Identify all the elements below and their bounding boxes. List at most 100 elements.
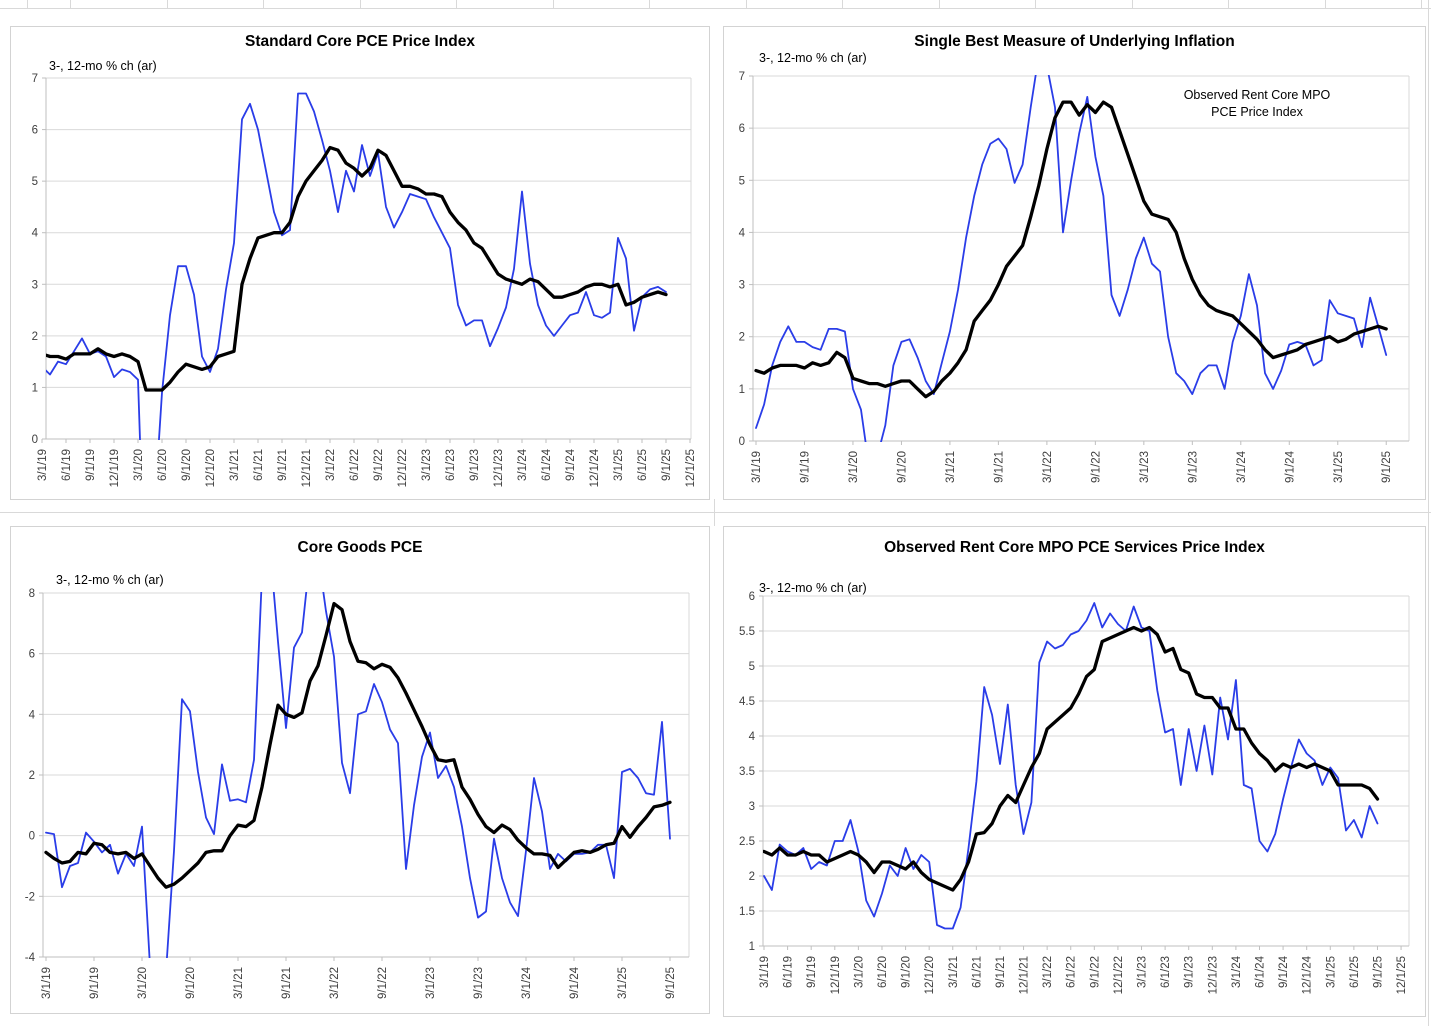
series-annotation-line2: PCE Price Index: [1211, 105, 1303, 119]
svg-text:6/1/24: 6/1/24: [1254, 955, 1266, 988]
spreadsheet-column-separator: [27, 0, 28, 8]
svg-text:9/1/20: 9/1/20: [896, 451, 908, 483]
spreadsheet-column-separator: [939, 0, 940, 8]
svg-text:2: 2: [739, 332, 745, 344]
svg-text:7: 7: [32, 73, 38, 85]
svg-text:9/1/25: 9/1/25: [1372, 956, 1384, 988]
svg-text:3/1/23: 3/1/23: [1137, 956, 1149, 988]
svg-text:12/1/19: 12/1/19: [830, 956, 842, 994]
svg-text:9/1/20: 9/1/20: [901, 956, 913, 988]
svg-text:2: 2: [29, 770, 35, 782]
svg-text:6/1/23: 6/1/23: [445, 449, 457, 481]
svg-text:6: 6: [739, 123, 745, 135]
svg-text:9/1/23: 9/1/23: [1184, 956, 1196, 988]
svg-text:3/1/20: 3/1/20: [133, 449, 145, 481]
svg-text:3: 3: [749, 801, 755, 813]
svg-text:4: 4: [739, 227, 746, 239]
svg-text:9/1/19: 9/1/19: [799, 451, 811, 483]
spreadsheet-column-separator: [553, 0, 554, 8]
svg-text:1: 1: [739, 384, 745, 396]
observed-rent-core-mpo-services-plot: 1 1.5 2 2.5 3 3.5 4 4.5 5 5.5 6 3/1/19 6/1/19 9/1/19 1…: [739, 591, 1410, 994]
svg-text:12/1/23: 12/1/23: [1207, 956, 1219, 994]
svg-text:-4: -4: [25, 952, 36, 964]
svg-text:9/1/19: 9/1/19: [85, 449, 97, 481]
svg-text:3/1/21: 3/1/21: [233, 967, 245, 999]
svg-text:1: 1: [749, 941, 755, 953]
svg-text:6: 6: [32, 125, 38, 137]
spreadsheet-column-separator: [649, 0, 650, 8]
svg-text:12/1/25: 12/1/25: [685, 449, 697, 487]
svg-text:9/1/22: 9/1/22: [377, 967, 389, 999]
spreadsheet-gridline-horizontal: [0, 512, 1431, 513]
svg-text:3/1/21: 3/1/21: [945, 451, 957, 483]
svg-text:12/1/25: 12/1/25: [1396, 956, 1408, 994]
svg-text:6: 6: [749, 591, 755, 603]
chart-panel-core-goods-pce: Core Goods PCE 3-, 12-mo % ch (ar) -4 -2 0…: [10, 526, 710, 1014]
svg-text:9/1/23: 9/1/23: [473, 967, 485, 999]
svg-text:9/1/24: 9/1/24: [1284, 450, 1296, 483]
svg-text:3/1/22: 3/1/22: [325, 449, 337, 481]
spreadsheet-column-separator: [1035, 0, 1036, 8]
svg-text:12/1/24: 12/1/24: [1302, 955, 1314, 994]
svg-text:3/1/24: 3/1/24: [1236, 450, 1248, 483]
svg-text:4: 4: [32, 228, 39, 240]
svg-text:9/1/19: 9/1/19: [806, 956, 818, 988]
svg-text:6/1/22: 6/1/22: [1066, 956, 1078, 988]
svg-text:6: 6: [29, 649, 35, 661]
svg-text:6/1/25: 6/1/25: [637, 449, 649, 481]
svg-text:0: 0: [29, 831, 35, 843]
spreadsheet-column-separator: [1132, 0, 1133, 8]
svg-text:9/1/25: 9/1/25: [665, 967, 677, 999]
svg-text:9/1/20: 9/1/20: [181, 449, 193, 481]
svg-text:6/1/23: 6/1/23: [1160, 956, 1172, 988]
svg-text:9/1/22: 9/1/22: [373, 449, 385, 481]
single-best-measure-plot: 0 1 2 3 4 5 6 7 3/1/19 9/1/19 3/1/20 9/1/20 3/1/21 9/…: [739, 71, 1410, 483]
standard-core-pce-plot: 0 1 2 3 4 5 6 7 3/1/19 6/1/19 9/1/19 12/1/19 3/1/20 6…: [32, 73, 697, 487]
svg-text:6/1/22: 6/1/22: [349, 449, 361, 481]
spreadsheet-column-separator: [70, 0, 71, 8]
chart-axis-units-label: 3-, 12-mo % ch (ar): [56, 573, 164, 587]
svg-text:12/1/21: 12/1/21: [1019, 956, 1031, 994]
svg-text:3/1/25: 3/1/25: [617, 967, 629, 999]
spreadsheet-column-separator: [842, 0, 843, 8]
chart-title: Standard Core PCE Price Index: [245, 33, 475, 50]
svg-text:0: 0: [739, 436, 745, 448]
svg-text:12/1/24: 12/1/24: [589, 448, 601, 487]
svg-text:9/1/21: 9/1/21: [993, 451, 1005, 483]
spreadsheet-column-separator: [1421, 0, 1422, 8]
svg-text:9/1/25: 9/1/25: [1381, 451, 1393, 483]
svg-text:7: 7: [739, 71, 745, 83]
svg-text:5: 5: [32, 176, 38, 188]
svg-text:9/1/21: 9/1/21: [277, 449, 289, 481]
spreadsheet-column-separator: [263, 0, 264, 8]
spreadsheet-top-row: [0, 0, 1431, 9]
svg-text:9/1/19: 9/1/19: [89, 967, 101, 999]
svg-text:3/1/21: 3/1/21: [948, 956, 960, 988]
svg-text:3/1/22: 3/1/22: [329, 967, 341, 999]
chart-panel-observed-rent-core-mpo-services: Observed Rent Core MPO PCE Services Pric…: [723, 526, 1426, 1017]
svg-text:5.5: 5.5: [739, 626, 755, 638]
svg-text:12/1/19: 12/1/19: [109, 449, 121, 487]
chart-panel-standard-core-pce: Standard Core PCE Price Index 3-, 12-mo …: [10, 26, 710, 500]
svg-text:3/1/19: 3/1/19: [37, 449, 49, 481]
svg-text:9/1/22: 9/1/22: [1090, 451, 1102, 483]
spreadsheet-column-separator: [456, 0, 457, 8]
svg-text:6/1/21: 6/1/21: [971, 956, 983, 988]
chart-title: Single Best Measure of Underlying Inflat…: [914, 33, 1235, 50]
svg-text:4: 4: [749, 731, 756, 743]
svg-text:12/1/22: 12/1/22: [397, 449, 409, 487]
svg-text:6/1/19: 6/1/19: [783, 956, 795, 988]
svg-text:2: 2: [32, 331, 38, 343]
svg-text:9/1/20: 9/1/20: [185, 967, 197, 999]
svg-text:3/1/25: 3/1/25: [1325, 956, 1337, 988]
svg-text:6/1/25: 6/1/25: [1349, 956, 1361, 988]
svg-text:3: 3: [32, 279, 38, 291]
svg-text:9/1/22: 9/1/22: [1089, 956, 1101, 988]
svg-text:12/1/22: 12/1/22: [1113, 956, 1125, 994]
svg-text:3/1/25: 3/1/25: [613, 449, 625, 481]
spreadsheet-column-separator: [1325, 0, 1326, 8]
svg-text:1.5: 1.5: [739, 906, 755, 918]
spreadsheet-gridline-vertical: [1428, 0, 1429, 1026]
spreadsheet-column-separator: [746, 0, 747, 8]
svg-text:3/1/24: 3/1/24: [1231, 955, 1243, 988]
